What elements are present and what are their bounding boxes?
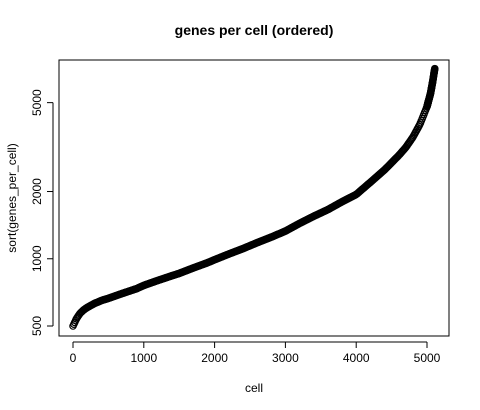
x-tick-label: 0 [70, 351, 77, 365]
chart-title: genes per cell (ordered) [175, 22, 334, 38]
plot-frame [58, 59, 450, 337]
data-points [69, 64, 439, 330]
y-tick-label: 1000 [30, 245, 44, 272]
y-axis: 500 1000 2000 5000 [30, 89, 54, 336]
y-tick-label: 5000 [30, 89, 44, 116]
y-axis-label: sort(genes_per_cell) [5, 143, 19, 252]
x-tick-label: 3000 [272, 351, 299, 365]
x-tick-label: 2000 [201, 351, 228, 365]
x-tick-label: 4000 [343, 351, 370, 365]
y-tick-label: 2000 [30, 178, 44, 205]
x-axis-label: cell [245, 381, 263, 395]
y-tick-label: 500 [30, 316, 44, 336]
x-tick-label: 5000 [414, 351, 441, 365]
x-tick-label: 1000 [130, 351, 157, 365]
x-axis: 0 1000 2000 3000 4000 5000 [70, 341, 441, 365]
data-point [430, 64, 439, 73]
